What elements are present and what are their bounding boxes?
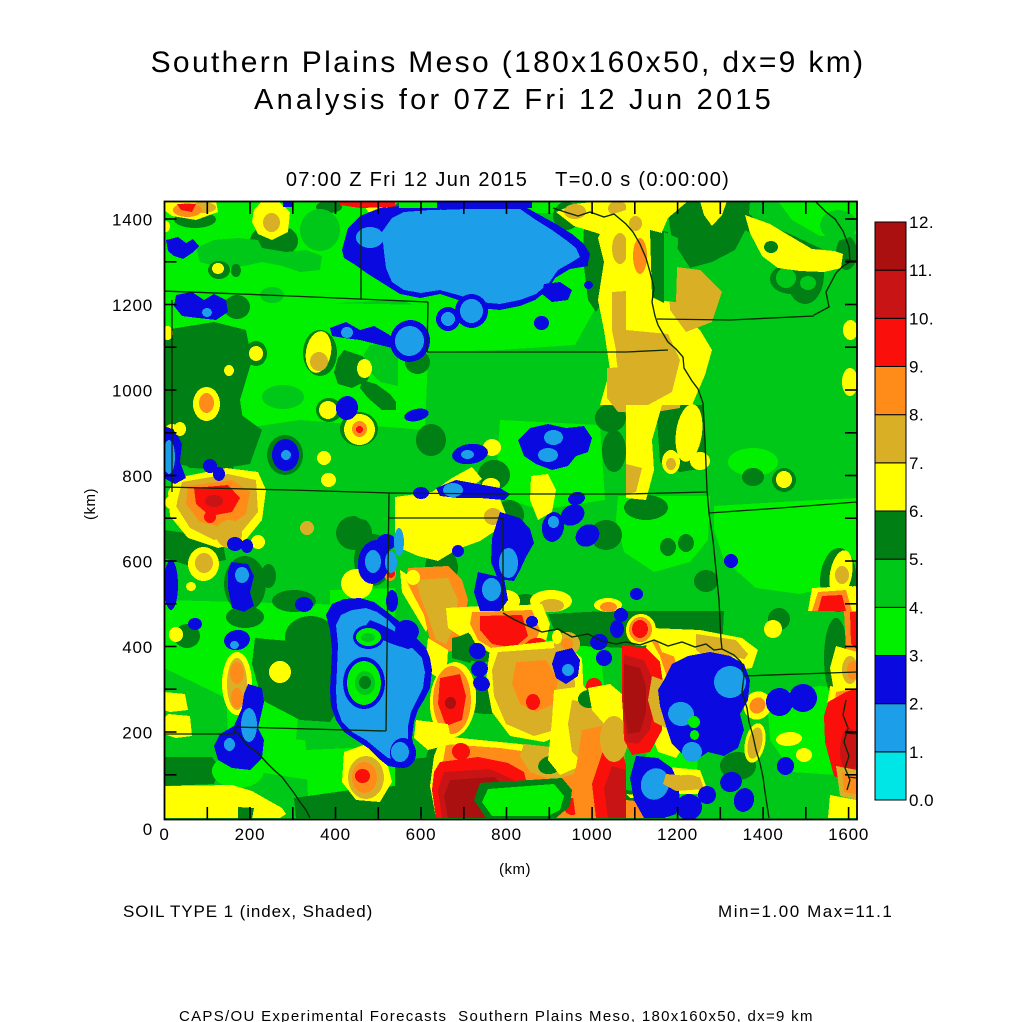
svg-text:600: 600: [406, 825, 437, 844]
svg-text:0: 0: [159, 825, 169, 844]
svg-text:1400: 1400: [112, 210, 153, 229]
svg-text:10.: 10.: [909, 309, 934, 328]
svg-text:1600: 1600: [828, 825, 869, 844]
svg-text:400: 400: [122, 638, 153, 657]
svg-text:4.: 4.: [909, 598, 924, 617]
svg-text:3.: 3.: [909, 647, 924, 666]
svg-text:600: 600: [122, 552, 153, 571]
svg-text:Min=1.00 Max=11.1: Min=1.00 Max=11.1: [718, 902, 893, 921]
svg-text:0.0: 0.0: [909, 791, 934, 810]
svg-text:8.: 8.: [909, 406, 924, 425]
svg-text:0: 0: [143, 820, 153, 839]
svg-text:7.: 7.: [909, 454, 924, 473]
svg-text:200: 200: [235, 825, 266, 844]
svg-text:07:00 Z Fri 12 Jun 2015 T=0: 07:00 Z Fri 12 Jun 2015 T=0.0 s (0:00:00…: [286, 169, 730, 191]
svg-text:11.: 11.: [909, 261, 933, 280]
svg-text:6.: 6.: [909, 502, 924, 521]
svg-text:(km): (km): [82, 488, 99, 520]
svg-text:800: 800: [491, 825, 522, 844]
svg-text:Analysis for 07Z Fri 12 Jun 20: Analysis for 07Z Fri 12 Jun 2015: [254, 84, 774, 116]
svg-text:1000: 1000: [572, 825, 613, 844]
svg-text:5.: 5.: [909, 550, 924, 569]
svg-text:SOIL TYPE 1 (index, Shaded): SOIL TYPE 1 (index, Shaded): [123, 902, 373, 921]
svg-text:2.: 2.: [909, 695, 924, 714]
svg-text:400: 400: [320, 825, 351, 844]
svg-text:Southern Plains Meso (180x160x: Southern Plains Meso (180x160x50, dx=9 k…: [151, 46, 866, 79]
svg-text:1400: 1400: [743, 825, 784, 844]
svg-text:CAPS/OU Experimental Forecasts: CAPS/OU Experimental Forecasts Southern …: [179, 1008, 814, 1022]
svg-text:1200: 1200: [657, 825, 698, 844]
svg-text:1000: 1000: [112, 381, 153, 400]
svg-text:12.: 12.: [909, 213, 934, 232]
svg-text:(km): (km): [499, 861, 531, 878]
svg-text:1200: 1200: [112, 296, 153, 315]
svg-text:1.: 1.: [909, 743, 924, 762]
svg-text:800: 800: [122, 467, 153, 486]
svg-text:9.: 9.: [909, 358, 924, 377]
svg-text:200: 200: [122, 723, 153, 742]
